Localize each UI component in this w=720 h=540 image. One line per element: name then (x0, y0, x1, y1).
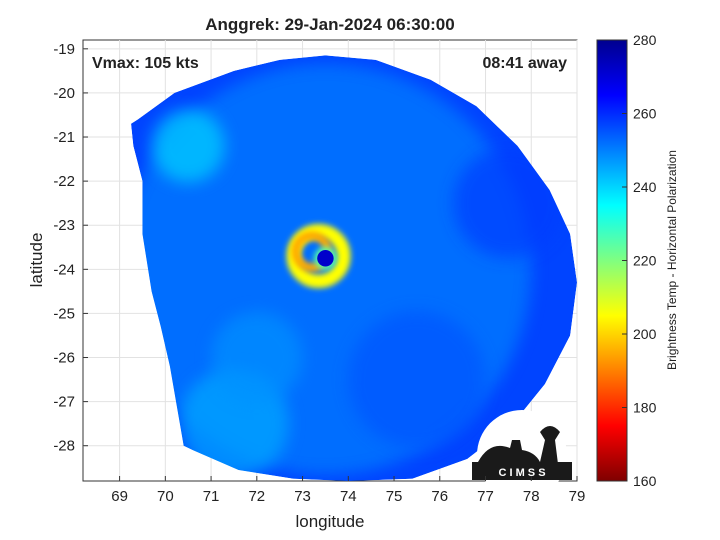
brightness-region (211, 311, 303, 404)
y-tick-label: -26 (53, 350, 75, 367)
y-tick-label: -27 (53, 394, 75, 411)
y-axis-ticks: -19 -20 -21 -22 -23 -24 -25 -26 -27 -28 (53, 41, 88, 455)
colorbar-tick-label: 160 (633, 473, 657, 489)
x-tick-label: 77 (477, 488, 494, 505)
y-tick-label: -23 (53, 217, 75, 234)
satellite-swath (131, 55, 577, 481)
cimss-logo: C I M S S (472, 410, 572, 500)
y-tick-label: -22 (53, 173, 75, 190)
time-away-annotation: 08:41 away (482, 55, 567, 72)
y-tick-label: -20 (53, 85, 75, 102)
brightness-region (348, 310, 486, 449)
x-tick-label: 70 (157, 488, 174, 505)
x-axis-label: longitude (295, 512, 364, 531)
storm-eye (317, 250, 334, 267)
colorbar-tick-label: 220 (633, 253, 657, 269)
x-tick-label: 76 (431, 488, 448, 505)
logo-text: C I M S S (498, 467, 545, 479)
swath-field (131, 55, 577, 481)
chart-title: Anggrek: 29-Jan-2024 06:30:00 (205, 15, 454, 34)
y-tick-label: -24 (53, 261, 75, 278)
logo-band (472, 462, 572, 480)
colorbar-tick-label: 180 (633, 400, 657, 416)
plot-area: C I M S S Vmax: 105 kts 08:41 away (82, 39, 578, 500)
x-axis-ticks: 69 70 71 72 73 74 75 76 77 78 79 (111, 476, 585, 505)
x-tick-label: 75 (386, 488, 403, 505)
x-tick-label: 69 (111, 488, 128, 505)
y-tick-label: -21 (53, 129, 75, 146)
y-tick-label: -28 (53, 438, 75, 455)
colorbar-label: Brightness Temp - Horizontal Polarizatio… (665, 150, 679, 370)
colorbar-tick-label: 240 (633, 179, 657, 195)
colorbar: 160 180 200 220 240 260 280 Brightness Temp - … (596, 32, 679, 489)
x-tick-label: 78 (523, 488, 540, 505)
y-axis-label: latitude (27, 233, 46, 288)
brightness-region (453, 148, 564, 259)
colorbar-tick-label: 200 (633, 326, 657, 342)
x-tick-label: 72 (248, 488, 265, 505)
brightness-region (151, 109, 225, 183)
colorbar-tick-label: 260 (633, 106, 657, 122)
x-tick-label: 71 (203, 488, 220, 505)
y-tick-label: -25 (53, 305, 75, 322)
colorbar-tick-label: 280 (633, 32, 657, 48)
x-tick-label: 79 (569, 488, 586, 505)
x-tick-label: 73 (294, 488, 311, 505)
colorbar-ticks: 160 180 200 220 240 260 280 (622, 32, 657, 489)
x-tick-label: 74 (340, 488, 357, 505)
vmax-annotation: Vmax: 105 kts (92, 55, 199, 72)
y-tick-label: -19 (53, 41, 75, 58)
